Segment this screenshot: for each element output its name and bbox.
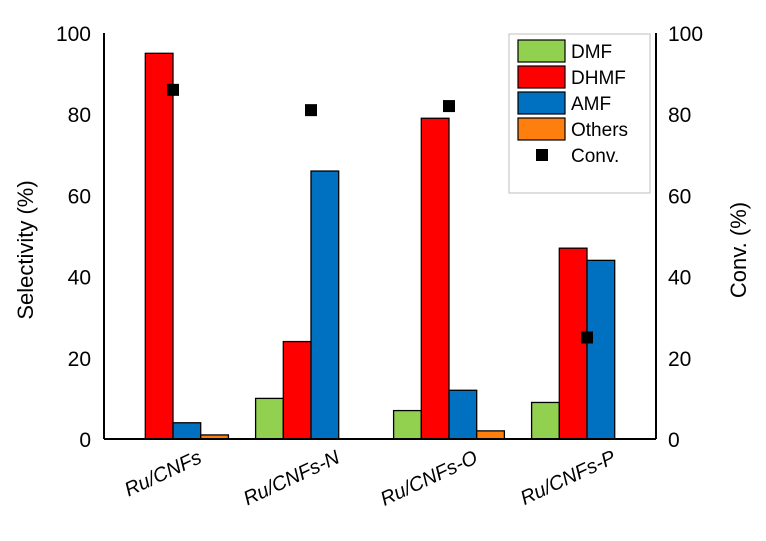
right-tick-label: 40 (668, 267, 691, 290)
bar-dmf-ru-cnfs-p (530, 401, 560, 440)
bar-amf-ru-cnfs-o (448, 389, 478, 440)
bar-amf-ru-cnfs-n (310, 170, 340, 440)
left-tick-label: 20 (68, 348, 91, 371)
bar-dhmf-ru-cnfs-p (558, 247, 588, 440)
legend-label: Others (571, 120, 628, 141)
legend-swatch-amf (517, 91, 566, 115)
category-label: Ru/CNFs-O (377, 447, 481, 511)
conv-marker-ru-cnfs (167, 83, 179, 96)
right-tick-label: 80 (668, 104, 691, 127)
bar-dmf-ru-cnfs-n (254, 397, 284, 440)
right-tick-label: 100 (668, 23, 703, 46)
left-tick-label: 40 (68, 267, 91, 290)
bar-others-ru-cnfs-o (476, 430, 506, 440)
legend: DMF DHMF AMF Others Conv. (508, 33, 651, 194)
bar-amf-ru-cnfs-p (586, 259, 616, 440)
bar-dmf-ru-cnfs-o (392, 409, 422, 440)
legend-swatch-dmf (517, 39, 566, 63)
legend-label: Conv. (571, 146, 619, 167)
legend-swatch-others (517, 117, 566, 141)
category-label: Ru/CNFs-N (240, 446, 343, 510)
bar-dhmf-ru-cnfs-n (282, 340, 312, 440)
legend-marker-conv (536, 149, 548, 161)
right-axis-title: Conv. (%) (726, 202, 751, 298)
category-label: Ru/CNFs (121, 447, 205, 502)
right-tick-label: 0 (668, 429, 680, 452)
legend-label: DHMF (571, 68, 626, 89)
legend-label: AMF (571, 94, 611, 115)
bar-dhmf-ru-cnfs (144, 52, 174, 440)
conv-marker-ru-cnfs-n (305, 104, 317, 117)
conv-marker-ru-cnfs-o (443, 100, 455, 113)
left-tick-label: 100 (56, 23, 91, 46)
left-tick-label: 60 (68, 185, 91, 208)
right-tick-label: 20 (668, 348, 691, 371)
conv-marker-ru-cnfs-p (581, 331, 593, 344)
left-axis-title: Selectivity (%) (13, 180, 38, 319)
legend-label: DMF (571, 42, 612, 63)
legend-swatch-dhmf (517, 65, 566, 89)
right-tick-label: 60 (668, 185, 691, 208)
left-tick-label: 80 (68, 104, 91, 127)
left-tick-label: 0 (79, 429, 91, 452)
conversion-markers (167, 83, 593, 344)
bar-amf-ru-cnfs (172, 422, 202, 440)
bar-dhmf-ru-cnfs-o (420, 117, 450, 440)
category-label: Ru/CNFs-P (517, 446, 620, 509)
bars-layer (144, 52, 616, 440)
